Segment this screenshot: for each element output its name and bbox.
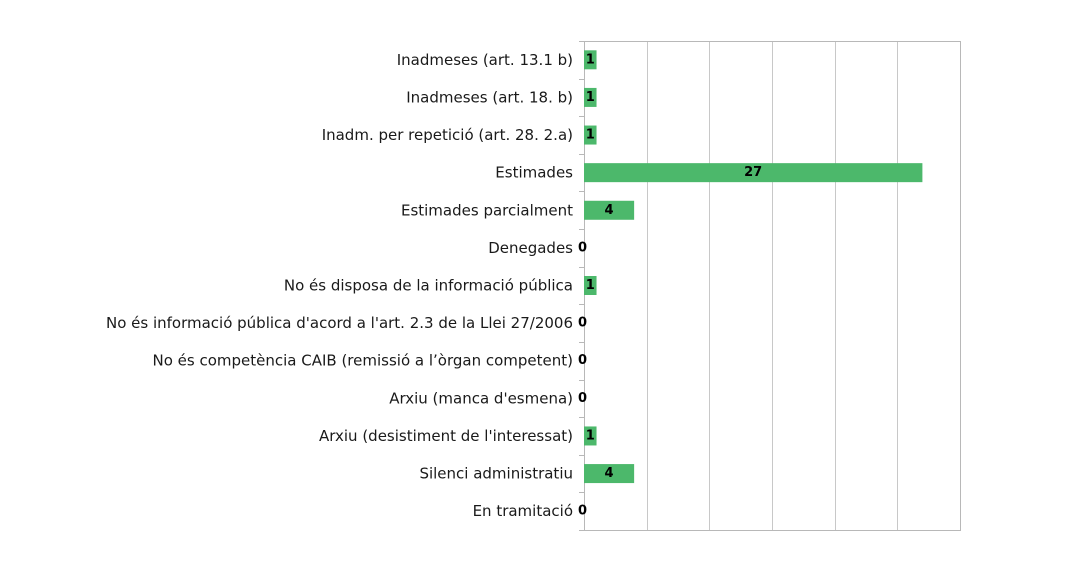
bar-2 xyxy=(584,125,597,145)
bars xyxy=(584,50,923,484)
bar-0 xyxy=(584,50,597,70)
category-label-3: Estimades xyxy=(495,164,573,182)
category-label-7: No és informació pública d'acord a l'art… xyxy=(106,314,573,332)
data-label-7: 0 xyxy=(578,316,587,331)
bar-3 xyxy=(584,163,923,183)
data-label-1: 1 xyxy=(586,90,595,105)
bar-6 xyxy=(584,276,597,295)
category-label-4: Estimades parcialment xyxy=(401,201,573,219)
bar-10 xyxy=(584,426,597,446)
data-label-10: 1 xyxy=(586,428,595,443)
data-label-5: 0 xyxy=(578,240,587,255)
data-label-8: 0 xyxy=(578,353,587,368)
category-label-12: En tramitació xyxy=(473,502,573,520)
category-label-0: Inadmeses (art. 13.1 b) xyxy=(397,51,573,69)
data-label-0: 1 xyxy=(586,52,595,67)
category-label-1: Inadmeses (art. 18. b) xyxy=(406,88,573,106)
data-label-9: 0 xyxy=(578,391,587,406)
bar-11 xyxy=(584,464,635,484)
category-label-8: No és competència CAIB (remissió a l’òrg… xyxy=(152,352,573,370)
data-label-12: 0 xyxy=(578,504,587,519)
category-label-11: Silenci administratiu xyxy=(419,465,573,483)
data-label-3: 27 xyxy=(744,165,762,180)
category-label-10: Arxiu (desistiment de l'interessat) xyxy=(319,427,573,445)
data-labels: 1 1 1 27 4 0 1 0 0 0 1 4 0 xyxy=(578,52,762,518)
category-label-9: Arxiu (manca d'esmena) xyxy=(389,389,573,407)
bar-4 xyxy=(584,200,635,220)
category-label-2: Inadm. per repetició (art. 28. 2.a) xyxy=(322,126,573,144)
data-label-4: 4 xyxy=(605,203,614,218)
data-label-6: 1 xyxy=(586,278,595,293)
category-label-6: No és disposa de la informació pública xyxy=(284,277,573,295)
data-label-2: 1 xyxy=(586,128,595,143)
category-label-5: Denegades xyxy=(488,239,573,257)
data-label-11: 4 xyxy=(605,466,614,481)
bar-1 xyxy=(584,87,597,107)
gridlines xyxy=(579,41,961,531)
category-labels: Inadmeses (art. 13.1 b) Inadmeses (art. 1… xyxy=(106,51,573,520)
